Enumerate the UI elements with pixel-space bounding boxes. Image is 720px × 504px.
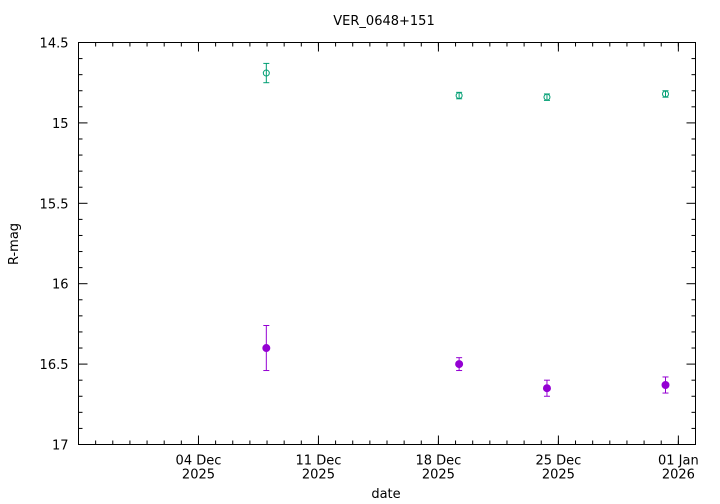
data-point: [542, 384, 551, 393]
data-marks: [262, 62, 670, 397]
y-axis-label: R-mag: [7, 223, 22, 265]
y-tick-label: 15.5: [40, 197, 69, 212]
x-tick-year: 2025: [422, 468, 455, 483]
data-point: [455, 360, 464, 369]
x-tick-label: 25 Dec: [535, 454, 581, 469]
x-tick-label: 11 Dec: [296, 454, 342, 469]
x-tick-year: 2025: [542, 468, 575, 483]
data-point: [262, 344, 271, 353]
x-tick-year: 2026: [662, 468, 695, 483]
y-tick-label: 17: [52, 439, 69, 454]
x-tick-year: 2025: [182, 468, 215, 483]
y-tick-label: 16: [52, 278, 69, 293]
y-axis-ticks: 14.5 15 15.5 16 16.5 17: [40, 37, 696, 454]
x-axis-label: date: [371, 487, 400, 502]
x-tick-label: 04 Dec: [176, 454, 222, 469]
data-point: [262, 69, 270, 77]
x-tick-year: 2025: [302, 468, 335, 483]
data-point: [661, 381, 670, 390]
data-point: [543, 93, 551, 101]
x-tick-label: 01 Jan: [658, 454, 699, 469]
x-tick-label: 18 Dec: [415, 454, 461, 469]
chart-title: VER_0648+151: [333, 14, 434, 29]
y-tick-label: 15: [52, 117, 69, 132]
plot-frame: [78, 42, 696, 445]
data-point: [455, 92, 463, 100]
data-point: [662, 90, 670, 98]
y-tick-label: 16.5: [40, 358, 69, 373]
y-tick-label: 14.5: [40, 37, 69, 52]
